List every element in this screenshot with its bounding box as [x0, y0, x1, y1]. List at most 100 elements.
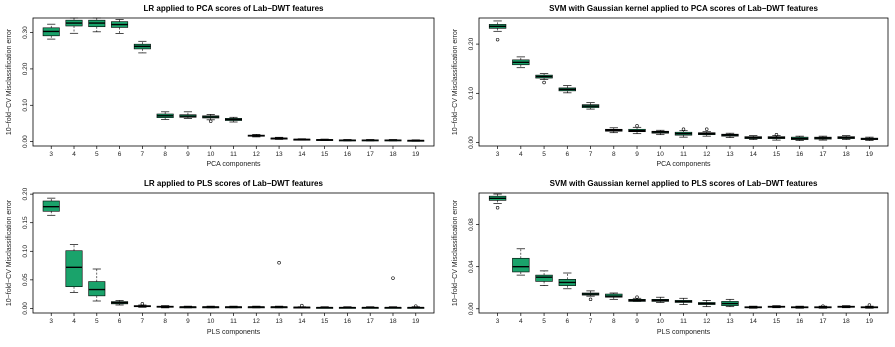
x-tick-label: 13: [726, 151, 734, 158]
x-tick-label: 5: [95, 318, 99, 325]
x-tick-label: 14: [298, 151, 306, 158]
box-14: [744, 135, 762, 140]
x-tick-label: 3: [496, 151, 500, 158]
x-tick-label: 18: [389, 318, 397, 325]
outlier-point: [391, 276, 395, 280]
x-tick-label: 5: [542, 318, 546, 325]
outlier-point: [277, 261, 281, 265]
box-8: [605, 292, 623, 300]
box-6: [111, 19, 129, 34]
box-6: [111, 300, 129, 306]
y-tick-label: 0.00: [468, 302, 475, 315]
x-tick-label: 8: [163, 318, 167, 325]
box-17: [814, 304, 832, 309]
box-12: [698, 127, 716, 137]
x-tick-label: 16: [796, 318, 804, 325]
chart-title: SVM with Gaussian kernel applied to PCA …: [549, 4, 818, 13]
x-tick-label: 19: [412, 318, 420, 325]
x-tick-label: 7: [589, 318, 593, 325]
x-tick-label: 13: [275, 151, 283, 158]
x-tick-label: 15: [773, 151, 781, 158]
x-tick-label: 19: [866, 318, 874, 325]
plot-frame: [478, 192, 889, 314]
box-10: [202, 305, 220, 309]
x-tick-label: 12: [253, 151, 261, 158]
box-4: [65, 17, 83, 34]
box-13: [270, 136, 288, 140]
x-tick-label: 9: [186, 318, 190, 325]
box-6: [558, 272, 576, 290]
y-tick-label: 0.30: [22, 26, 29, 39]
plot-frame: [32, 17, 435, 147]
x-axis-label: PCA components: [206, 161, 261, 168]
box-18: [384, 276, 402, 309]
panel-lr-pls: LR applied to PLS scores of Lab−DWT feat…: [6, 179, 435, 336]
x-tick-label: 18: [843, 151, 851, 158]
x-tick-label: 15: [321, 151, 329, 158]
y-tick-label: 0.04: [468, 260, 475, 273]
box-14: [293, 138, 311, 141]
box-13: [721, 132, 739, 138]
chart-title: LR applied to PCA scores of Lab−DWT feat…: [144, 4, 325, 13]
x-tick-label: 4: [72, 318, 76, 325]
y-tick-label: 0.20: [22, 187, 29, 200]
y-tick-label: 0.00: [468, 136, 475, 149]
x-tick-label: 17: [367, 151, 375, 158]
x-tick-label: 16: [344, 151, 352, 158]
box-15: [316, 306, 334, 309]
y-tick-label: 0.10: [22, 99, 29, 112]
box-17: [361, 306, 379, 309]
y-axis-label: 10−fold−CV Misclassification error: [6, 199, 13, 306]
y-tick-label: 0.10: [468, 87, 475, 100]
y-tick-label: 0.05: [22, 273, 29, 286]
x-axis-label: PLS components: [207, 329, 261, 336]
chart-title: SVM with Gaussian kernel applied to PLS …: [550, 179, 818, 188]
x-tick-label: 19: [412, 151, 420, 158]
box-4: [512, 248, 530, 276]
chart-title: LR applied to PLS scores of Lab−DWT feat…: [144, 179, 323, 188]
box-9: [628, 124, 646, 135]
x-tick-label: 18: [843, 318, 851, 325]
box-8: [156, 305, 174, 309]
x-tick-label: 10: [207, 318, 215, 325]
x-tick-label: 18: [389, 151, 397, 158]
outlier-point: [300, 303, 304, 308]
box-3: [42, 197, 60, 216]
x-tick-label: 9: [635, 151, 639, 158]
y-tick-label: 0.08: [468, 218, 475, 231]
box-7: [133, 302, 151, 308]
box-17: [361, 139, 379, 142]
outlier-point: [588, 297, 593, 302]
box-3: [488, 20, 507, 42]
x-tick-label: 10: [207, 151, 215, 158]
x-tick-label: 14: [298, 318, 306, 325]
box-7: [133, 40, 151, 54]
box-15: [316, 138, 334, 141]
x-tick-label: 17: [819, 318, 827, 325]
box-15: [767, 132, 786, 141]
x-tick-label: 14: [750, 318, 758, 325]
x-tick-label: 8: [163, 151, 167, 158]
box-11: [224, 116, 243, 123]
x-tick-label: 16: [796, 151, 804, 158]
x-tick-label: 13: [726, 318, 734, 325]
x-tick-label: 7: [141, 318, 145, 325]
box-14: [744, 305, 762, 309]
box-18: [837, 135, 855, 140]
x-tick-label: 11: [230, 151, 237, 158]
outlier-point: [209, 119, 213, 123]
box-16: [338, 139, 356, 142]
box-12: [247, 305, 265, 309]
box-11: [674, 127, 693, 138]
x-axis-label: PLS components: [657, 329, 711, 336]
box-5: [88, 17, 106, 33]
x-tick-label: 5: [95, 151, 99, 158]
y-tick-label: 0.00: [22, 302, 29, 315]
box-16: [338, 306, 356, 309]
box-9: [179, 111, 197, 119]
x-tick-label: 11: [680, 151, 687, 158]
x-tick-label: 9: [186, 151, 190, 158]
box-iqr: [512, 257, 530, 273]
x-tick-label: 5: [542, 151, 546, 158]
